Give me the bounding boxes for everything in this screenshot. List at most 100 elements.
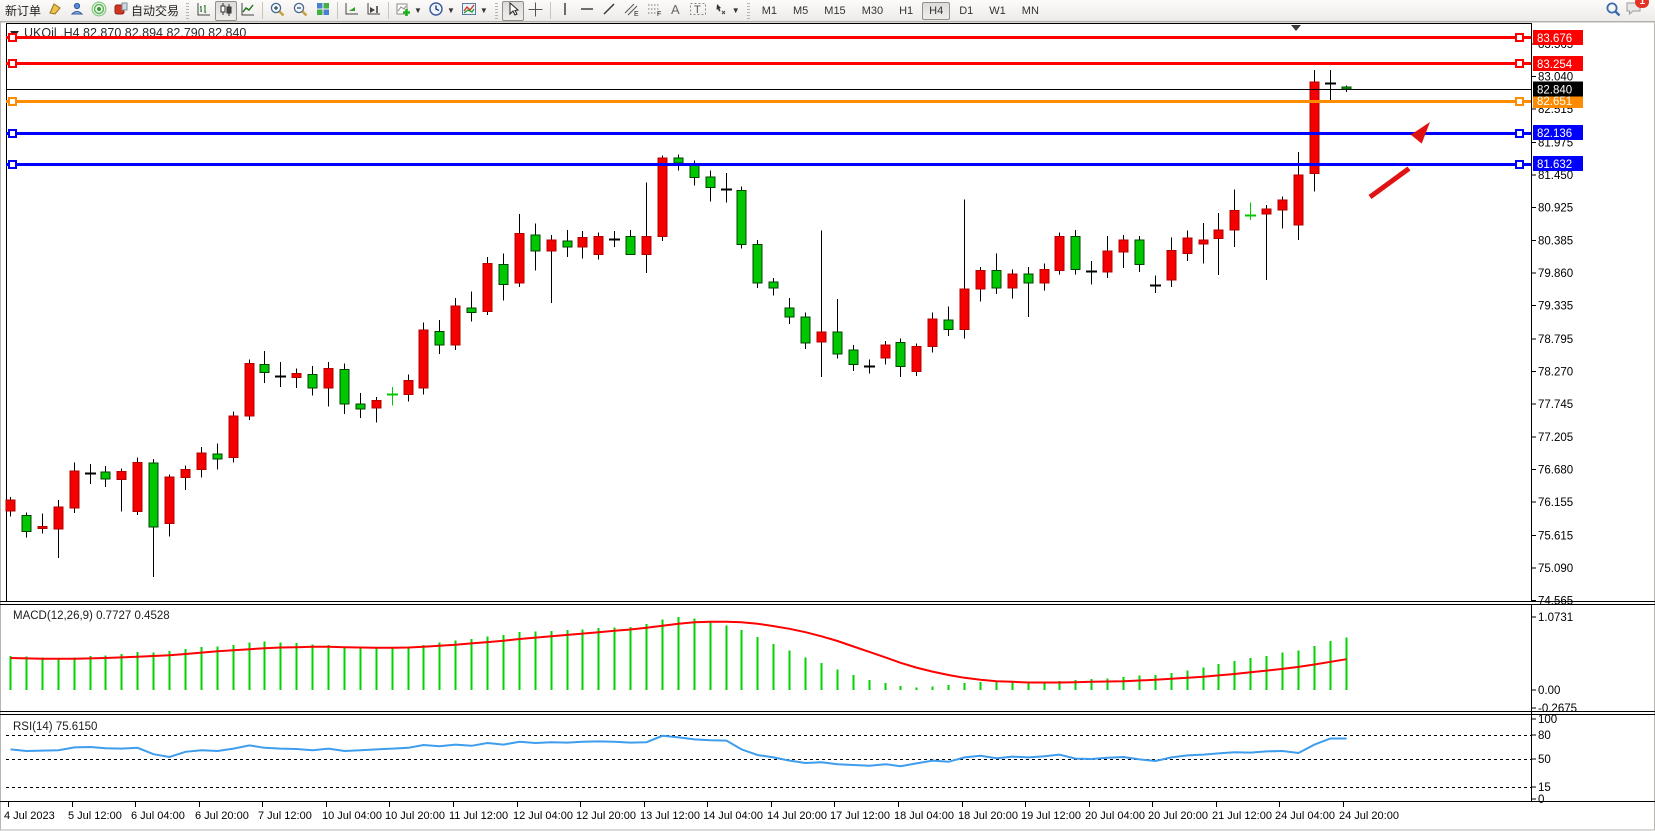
trend-arrow-annotation[interactable]: [1368, 122, 1430, 200]
trendline-button[interactable]: [598, 1, 620, 21]
price-tick-label: 79.860: [1538, 268, 1573, 280]
svg-text:83.676: 83.676: [1537, 33, 1572, 45]
candle: [466, 307, 477, 314]
arrows-button[interactable]: ▼: [710, 1, 743, 21]
signals-button[interactable]: [88, 1, 110, 21]
timeframe-D1[interactable]: D1: [952, 2, 980, 20]
time-tick-label: 24 Jul 20:00: [1339, 810, 1399, 822]
chart-plot-area[interactable]: [6, 23, 1532, 602]
line-handle[interactable]: [1515, 33, 1524, 42]
candlesticks-icon: [218, 1, 234, 20]
chart-window: UKOil ,H4 82.870 82.894 82.790 82.840 83.…: [0, 21, 1655, 831]
macd-panel: MACD(12,26,9) 0.7727 0.4528 1.0731 0.00 -0.…: [9, 610, 1577, 715]
timeframe-M1[interactable]: M1: [755, 2, 784, 20]
hline-82.651[interactable]: [6, 97, 1531, 106]
bar-chart-button[interactable]: [193, 1, 215, 21]
fibonacci-button[interactable]: F: [643, 1, 666, 21]
terminal-button[interactable]: [44, 1, 66, 21]
auto-scroll-button[interactable]: [341, 1, 363, 21]
candle: [991, 270, 1002, 289]
candle: [132, 461, 143, 513]
line-handle[interactable]: [8, 33, 17, 42]
candle: [562, 240, 573, 248]
periods-button[interactable]: ▼: [425, 1, 458, 21]
candle: [689, 165, 700, 178]
candle: [705, 176, 716, 188]
equidistant-channel-button[interactable]: E: [620, 1, 643, 21]
svg-text:F: F: [657, 11, 661, 17]
candle: [514, 233, 525, 284]
timeframe-M15[interactable]: M15: [817, 2, 852, 20]
line-handle[interactable]: [8, 160, 17, 169]
notifications-button[interactable]: 1: [1625, 0, 1649, 22]
timeframe-M5[interactable]: M5: [786, 2, 815, 20]
line-chart-icon: [240, 1, 256, 20]
candle: [180, 469, 191, 479]
line-handle[interactable]: [1515, 160, 1524, 169]
toolbar-grip: [186, 2, 190, 19]
timeframe-H1[interactable]: H1: [892, 2, 920, 20]
candle: [498, 264, 509, 285]
tile-windows-button[interactable]: [312, 1, 334, 21]
candle: [784, 307, 795, 318]
line-handle[interactable]: [8, 59, 17, 68]
zoom-out-button[interactable]: [289, 1, 312, 21]
hline-83.254[interactable]: [6, 59, 1531, 68]
text-label-button[interactable]: T: [686, 1, 710, 21]
time-tick-label: 20 Jul 20:00: [1148, 810, 1208, 822]
templates-button[interactable]: ▼: [458, 1, 491, 21]
line-handle[interactable]: [8, 129, 17, 138]
line-handle[interactable]: [1515, 59, 1524, 68]
timeframe-M30[interactable]: M30: [855, 2, 890, 20]
candle: [657, 157, 668, 238]
indicators-button[interactable]: ▼: [392, 1, 425, 21]
candlesticks-button[interactable]: [215, 0, 238, 21]
price-tick-label: 75.090: [1538, 563, 1573, 575]
time-axis[interactable]: 4 Jul 2023 5 Jul 12:00 6 Jul 04:00 6 Jul 20…: [4, 802, 1399, 822]
candle: [116, 471, 127, 481]
candle: [1341, 86, 1352, 90]
price-tick-label: 81.975: [1538, 137, 1573, 149]
time-tick-label: 12 Jul 04:00: [513, 810, 573, 822]
time-tick-label: 14 Jul 04:00: [703, 810, 763, 822]
price-tick-label: 78.795: [1538, 334, 1573, 346]
auto-trading-button[interactable]: 自动交易: [110, 1, 182, 21]
hline-81.632[interactable]: [6, 160, 1531, 169]
horizontal-line-button[interactable]: [576, 1, 598, 21]
text-button[interactable]: A: [666, 1, 686, 21]
timeframe-H4[interactable]: H4: [922, 2, 951, 20]
rsi-line: [10, 734, 1347, 768]
vertical-line-button[interactable]: [554, 1, 576, 21]
cursor-button[interactable]: [501, 0, 524, 21]
candle: [1182, 237, 1193, 254]
svg-text:A: A: [671, 2, 680, 17]
shift-marker-icon[interactable]: [1291, 25, 1301, 31]
line-handle[interactable]: [1515, 97, 1524, 106]
new-order-button[interactable]: 新订单: [2, 1, 44, 21]
line-chart-button[interactable]: [237, 1, 259, 21]
price-axis: 83.56583.04082.51581.97581.45080.92580.3…: [1531, 29, 1583, 607]
auto-trading-icon: [113, 1, 129, 20]
equidistant-channel-icon: E: [623, 1, 640, 20]
arrows-icon: [713, 1, 729, 20]
line-handle[interactable]: [1515, 129, 1524, 138]
market-watch-icon: [69, 1, 85, 20]
chart-canvas[interactable]: UKOil ,H4 82.870 82.894 82.790 82.84083.…: [0, 21, 1655, 831]
macd-axis-label: -0.2675: [1538, 703, 1577, 715]
market-watch-button[interactable]: [66, 1, 88, 21]
timeframe-W1[interactable]: W1: [982, 2, 1013, 20]
toolbar-separator: [262, 2, 264, 19]
price-tick-label: 77.205: [1538, 432, 1573, 444]
timeframe-MN[interactable]: MN: [1015, 2, 1046, 20]
line-handle[interactable]: [8, 97, 17, 106]
chart-shift-button[interactable]: [363, 1, 385, 21]
search-button[interactable]: [1602, 1, 1625, 21]
candle: [880, 344, 891, 359]
hline-82.136[interactable]: [6, 129, 1531, 138]
candle: [291, 372, 302, 379]
crosshair-button[interactable]: [524, 1, 547, 21]
toolbar-grip: [746, 2, 750, 19]
zoom-in-button[interactable]: [266, 1, 289, 21]
hline-83.676[interactable]: [6, 33, 1531, 42]
tile-windows-icon: [315, 1, 331, 20]
